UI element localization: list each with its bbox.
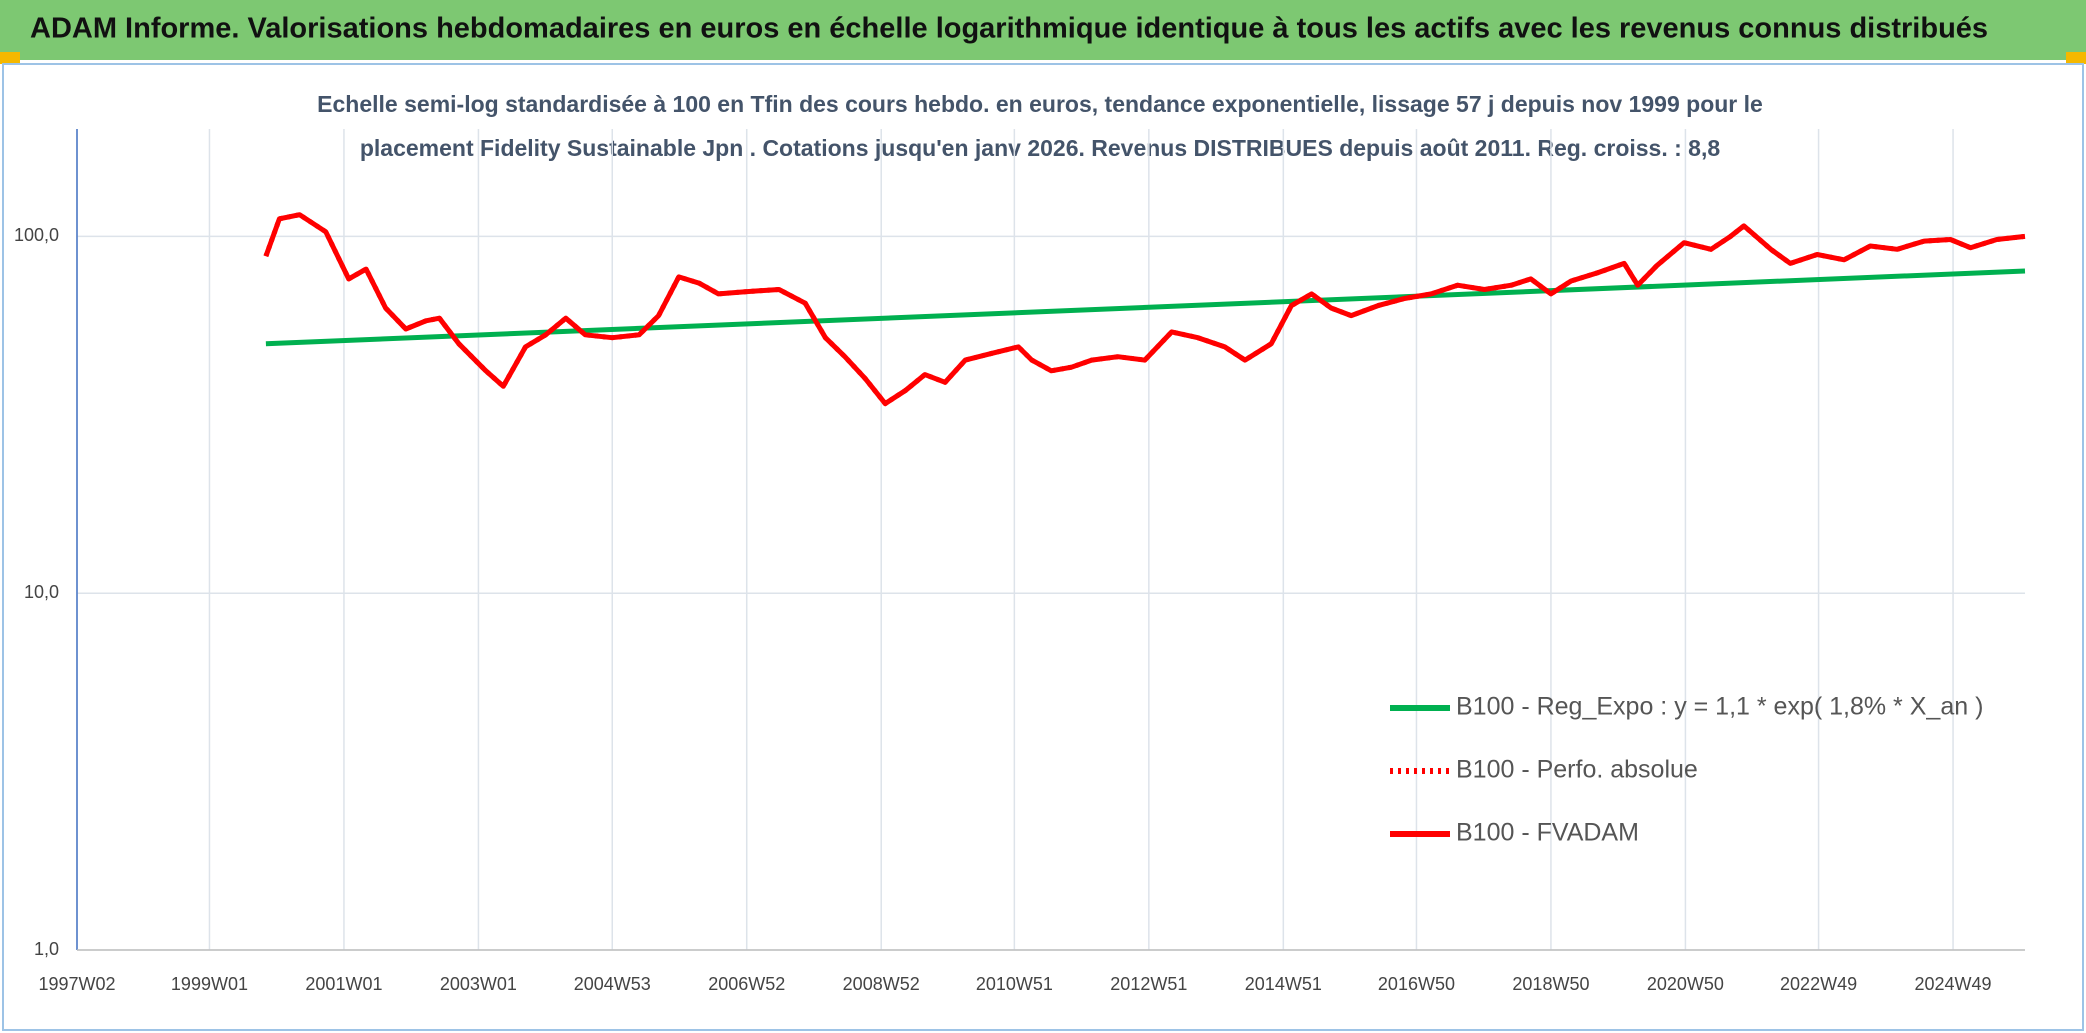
y-tick-label: 10,0: [24, 582, 59, 602]
x-tick-label: 2001W01: [305, 974, 382, 994]
x-tick-label: 2020W50: [1647, 974, 1724, 994]
x-tick-label: 1997W02: [38, 974, 115, 994]
header-title: ADAM Informe. Valorisations hebdomadaire…: [30, 13, 1988, 45]
y-tick-label: 100,0: [14, 225, 59, 245]
frame: [2, 63, 2084, 1031]
x-tick-label: 2016W50: [1378, 974, 1455, 994]
x-tick-label: 2012W51: [1110, 974, 1187, 994]
x-tick-label: 2004W53: [574, 974, 651, 994]
x-tick-label: 2022W49: [1780, 974, 1857, 994]
x-tick-label: 2008W52: [843, 974, 920, 994]
x-tick-label: 2010W51: [976, 974, 1053, 994]
x-tick-label: 2006W52: [708, 974, 785, 994]
series-line: [263, 212, 2026, 407]
header-bar: [0, 0, 2086, 60]
x-tick-label: 2024W49: [1915, 974, 1992, 994]
x-tick-label: 2003W01: [440, 974, 517, 994]
legend-label: B100 - Reg_Expo : y = 1,1 * exp( 1,8% * …: [1456, 693, 1983, 721]
x-tick-label: 2014W51: [1245, 974, 1322, 994]
corner: [0, 52, 20, 64]
corner: [2066, 52, 2086, 64]
legend-label: B100 - FVADAM: [1456, 819, 1639, 847]
series-line: [265, 268, 2026, 347]
x-tick-label: 2018W50: [1512, 974, 1589, 994]
legend-label: B100 - Perfo. absolue: [1456, 756, 1698, 784]
chart-subtitle: placement Fidelity Sustainable Jpn . Cot…: [360, 135, 1721, 161]
chart-title: Echelle semi-log standardisée à 100 en T…: [317, 91, 1763, 117]
x-tick-label: 1999W01: [171, 974, 248, 994]
y-tick-label: 1,0: [34, 939, 59, 959]
